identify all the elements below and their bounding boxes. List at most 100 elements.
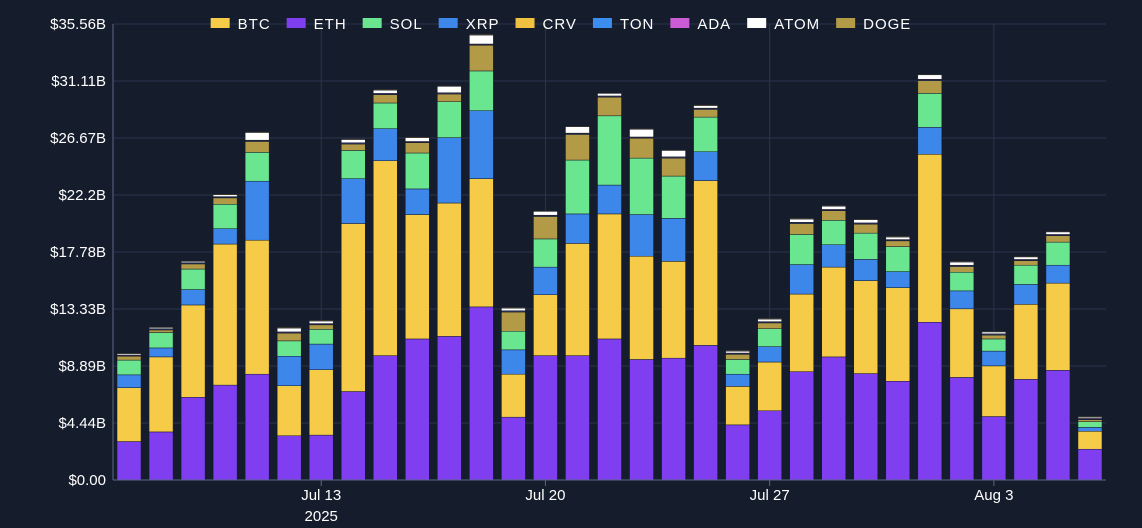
bar-segment-doge[interactable] [180, 263, 206, 270]
bar-segment-crv[interactable] [565, 125, 590, 127]
bar-segment-btc[interactable] [180, 304, 206, 398]
bar-segment-atom[interactable] [981, 331, 1007, 335]
bar-segment-crv[interactable] [917, 73, 943, 76]
bar-segment-doge[interactable] [276, 332, 302, 342]
bar-segment-eth[interactable] [949, 377, 975, 481]
bar-segment-doge[interactable] [437, 93, 462, 102]
bar-segment-eth[interactable] [565, 355, 590, 481]
bar-segment-atom[interactable] [629, 129, 654, 138]
bar-segment-sol[interactable] [212, 204, 238, 229]
bar-segment-crv[interactable] [1045, 230, 1071, 233]
bar-segment-eth[interactable] [1077, 448, 1103, 481]
bar-segment-btc[interactable] [405, 214, 430, 340]
bar-segment-eth[interactable] [789, 371, 814, 481]
bar-segment-btc[interactable] [693, 180, 718, 346]
bar-segment-doge[interactable] [917, 80, 943, 94]
bar-segment-sol[interactable] [501, 330, 526, 351]
bar-segment-crv[interactable] [212, 193, 238, 195]
bar-segment-crv[interactable] [757, 318, 782, 320]
bar-segment-atom[interactable] [565, 126, 590, 134]
bar-segment-doge[interactable] [661, 157, 686, 177]
bar-segment-doge[interactable] [693, 109, 718, 118]
bar-segment-xrp[interactable] [373, 128, 398, 161]
legend[interactable]: BTC ETH SOL XRP CRV TON ADA ATOM DOGE [210, 16, 912, 33]
bar-segment-btc[interactable] [244, 239, 270, 375]
bar-segment-sol[interactable] [148, 332, 174, 349]
bar-segment-doge[interactable] [308, 324, 334, 330]
bar-segment-xrp[interactable] [821, 244, 846, 268]
bar-segment-btc[interactable] [981, 365, 1007, 417]
bar-segment-eth[interactable] [373, 355, 398, 481]
bar-segment-eth[interactable] [1045, 370, 1071, 481]
bar-segment-eth[interactable] [661, 357, 686, 481]
bar-segment-xrp[interactable] [212, 228, 238, 245]
bar-segment-crv[interactable] [276, 327, 302, 329]
bar-segment-btc[interactable] [373, 160, 398, 356]
bar-segment-sol[interactable] [276, 340, 302, 357]
bar-segment-doge[interactable] [148, 329, 174, 333]
bar-segment-crv[interactable] [244, 131, 270, 133]
bar-segment-eth[interactable] [469, 306, 494, 481]
bar-segment-sol[interactable] [1013, 264, 1039, 285]
bar-segment-eth[interactable] [725, 424, 750, 481]
bar-segment-btc[interactable] [308, 369, 334, 436]
bar-segment-sol[interactable] [1045, 241, 1071, 266]
bar-segment-crv[interactable] [725, 350, 750, 352]
bar-segment-crv[interactable] [661, 149, 686, 151]
bar-segment-eth[interactable] [116, 441, 142, 481]
bar-segment-sol[interactable] [340, 150, 366, 179]
bar-segment-doge[interactable] [981, 334, 1007, 340]
bar-segment-btc[interactable] [597, 213, 622, 340]
bar-segment-sol[interactable] [180, 268, 206, 290]
bar-segment-eth[interactable] [244, 373, 270, 481]
bar-segment-atom[interactable] [949, 261, 975, 266]
bar-segment-xrp[interactable] [148, 347, 174, 358]
bar-segment-doge[interactable] [725, 354, 750, 360]
bar-segment-doge[interactable] [821, 210, 846, 221]
bar-segment-atom[interactable] [276, 327, 302, 333]
bar-segment-atom[interactable] [469, 34, 494, 45]
bar-segment-sol[interactable] [853, 232, 879, 260]
bar-segment-xrp[interactable] [340, 178, 366, 224]
bar-segment-eth[interactable] [597, 338, 622, 481]
bar-segment-eth[interactable] [340, 391, 366, 481]
bar-segment-doge[interactable] [244, 141, 270, 153]
bar-segment-crv[interactable] [885, 236, 911, 238]
bar-segment-doge[interactable] [501, 311, 526, 332]
bar-segment-sol[interactable] [725, 359, 750, 375]
bar-segment-crv[interactable] [597, 92, 622, 94]
legend-item-sol[interactable]: SOL [362, 16, 423, 33]
bar-segment-eth[interactable] [1013, 379, 1039, 481]
bar-segment-atom[interactable] [308, 320, 334, 324]
bar-segment-xrp[interactable] [405, 188, 430, 215]
bar-segment-doge[interactable] [1045, 235, 1071, 243]
bar-segment-doge[interactable] [340, 143, 366, 151]
bar-segment-crv[interactable] [180, 260, 206, 262]
bar-segment-eth[interactable] [821, 356, 846, 481]
bar-segment-atom[interactable] [340, 139, 366, 143]
bar-segment-eth[interactable] [148, 431, 174, 481]
bar-segment-atom[interactable] [212, 194, 238, 197]
bar-segment-eth[interactable] [533, 355, 558, 481]
bar-segment-doge[interactable] [469, 45, 494, 72]
bar-segment-doge[interactable] [116, 356, 142, 361]
bar-segment-sol[interactable] [981, 338, 1007, 352]
bar-segment-eth[interactable] [629, 359, 654, 481]
bar-segment-atom[interactable] [661, 150, 686, 158]
bar-segment-doge[interactable] [533, 216, 558, 240]
bar-segment-xrp[interactable] [1013, 284, 1039, 305]
legend-item-atom[interactable]: ATOM [747, 16, 820, 33]
bar-segment-sol[interactable] [821, 220, 846, 245]
bar-segment-sol[interactable] [693, 116, 718, 152]
bar-segment-btc[interactable] [116, 387, 142, 442]
bar-segment-xrp[interactable] [1077, 427, 1103, 432]
bar-segment-btc[interactable] [757, 361, 782, 412]
bar-segment-doge[interactable] [885, 240, 911, 247]
bar-segment-doge[interactable] [1013, 260, 1039, 266]
bar-segment-crv[interactable] [340, 138, 366, 140]
bar-segment-eth[interactable] [917, 322, 943, 481]
bar-segment-atom[interactable] [501, 307, 526, 311]
bar-segment-atom[interactable] [917, 74, 943, 80]
legend-item-eth[interactable]: ETH [286, 16, 347, 33]
bar-segment-btc[interactable] [917, 154, 943, 323]
